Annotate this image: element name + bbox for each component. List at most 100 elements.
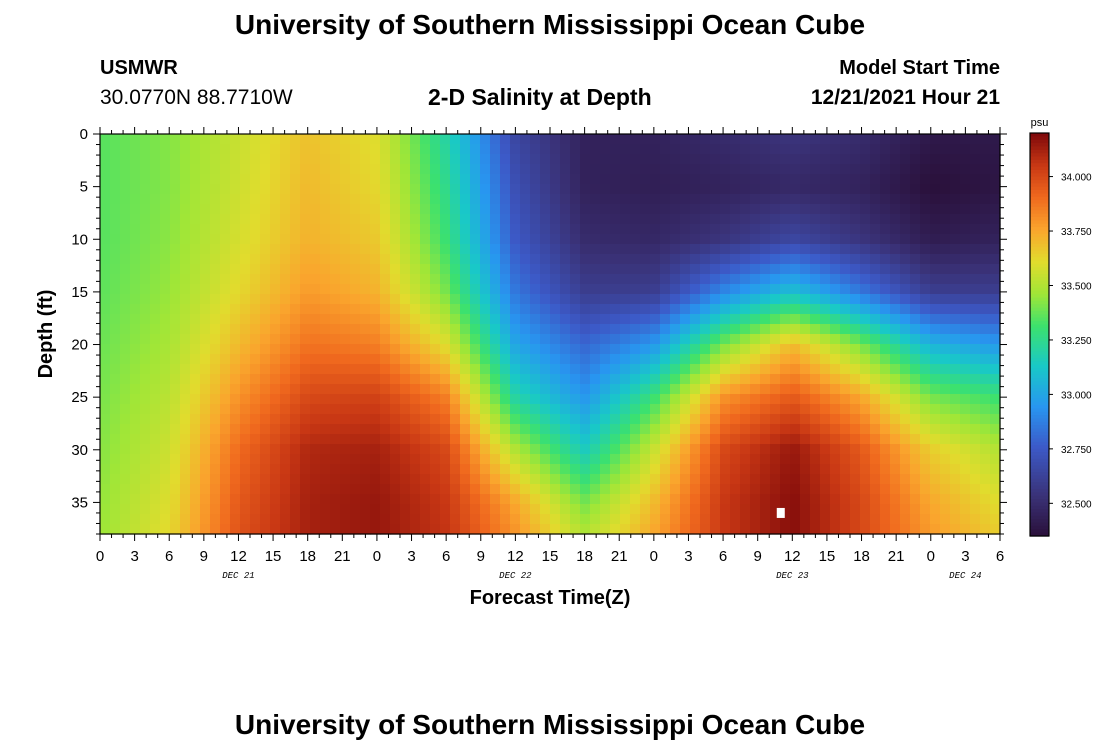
heatmap-cell [370, 444, 381, 455]
heatmap-cell [780, 154, 791, 165]
heatmap-cell [460, 244, 471, 255]
heatmap-cell [650, 394, 661, 405]
heatmap-cell [920, 484, 931, 495]
heatmap-cell [260, 164, 271, 175]
heatmap-cell [310, 184, 321, 195]
heatmap-cell [900, 224, 911, 235]
heatmap-cell [290, 144, 301, 155]
heatmap-cell [520, 134, 531, 145]
heatmap-cell [840, 154, 851, 165]
heatmap-cell [830, 354, 841, 365]
heatmap-cell [690, 274, 701, 285]
heatmap-cell [160, 344, 171, 355]
heatmap-cell [540, 374, 551, 385]
heatmap-cell [890, 344, 901, 355]
heatmap-cell [330, 474, 341, 485]
heatmap-cell [910, 514, 921, 525]
heatmap-cell [540, 284, 551, 295]
heatmap-cell [940, 214, 951, 225]
heatmap-cell [120, 254, 131, 265]
heatmap-cell [980, 154, 991, 165]
heatmap-cell [330, 444, 341, 455]
heatmap-cell [710, 384, 721, 395]
heatmap-cell [690, 324, 701, 335]
heatmap-cell [590, 494, 601, 505]
chart-title: 2-D Salinity at Depth [428, 84, 652, 110]
heatmap-cell [200, 354, 211, 365]
heatmap-cell [730, 504, 741, 515]
heatmap-cell [870, 294, 881, 305]
heatmap-cell [490, 424, 501, 435]
heatmap-cell [620, 414, 631, 425]
heatmap-cell [670, 464, 681, 475]
heatmap-cell [700, 364, 711, 375]
heatmap-cell [380, 214, 391, 225]
heatmap-cell [180, 254, 191, 265]
heatmap-cell [910, 234, 921, 245]
heatmap-cell [790, 304, 801, 315]
heatmap-cell [270, 484, 281, 495]
heatmap-cell [720, 294, 731, 305]
heatmap-cell [580, 204, 591, 215]
heatmap-cell [110, 154, 121, 165]
heatmap-cell [300, 494, 311, 505]
heatmap-cell [140, 364, 151, 375]
heatmap-cell [820, 154, 831, 165]
heatmap-cell [270, 304, 281, 315]
heatmap-cell [110, 454, 121, 465]
heatmap-cell [530, 384, 541, 395]
heatmap-cell [440, 504, 451, 515]
heatmap-cell [840, 314, 851, 325]
heatmap-cell [560, 504, 571, 515]
heatmap-cell [950, 334, 961, 345]
heatmap-cell [160, 234, 171, 245]
heatmap-cell [370, 154, 381, 165]
heatmap-cell [930, 254, 941, 265]
heatmap-cell [900, 234, 911, 245]
colorbar-segment [1030, 515, 1049, 520]
heatmap-cell [200, 514, 211, 525]
heatmap-cell [950, 324, 961, 335]
heatmap-cell [410, 274, 421, 285]
heatmap-cell [240, 444, 251, 455]
heatmap-cell [440, 204, 451, 215]
heatmap-cell [450, 454, 461, 465]
heatmap-cell [770, 284, 781, 295]
heatmap-cell [120, 314, 131, 325]
heatmap-cell [390, 144, 401, 155]
colorbar-segment [1030, 347, 1049, 352]
heatmap-cell [810, 154, 821, 165]
heatmap-cell [700, 434, 711, 445]
heatmap-cell [700, 524, 711, 535]
heatmap-cell [990, 444, 1001, 455]
heatmap-cell [300, 434, 311, 445]
heatmap-cell [870, 444, 881, 455]
heatmap-cell [280, 294, 291, 305]
heatmap-cell [840, 244, 851, 255]
heatmap-cell [310, 474, 321, 485]
heatmap-cell [180, 484, 191, 495]
heatmap-cell [810, 264, 821, 275]
heatmap-cell [590, 454, 601, 465]
heatmap-cell [950, 214, 961, 225]
heatmap-cell [880, 434, 891, 445]
heatmap-cell [590, 384, 601, 395]
heatmap-cell [190, 314, 201, 325]
heatmap-cell [360, 284, 371, 295]
heatmap-cell [770, 294, 781, 305]
colorbar-segment [1030, 421, 1049, 426]
y-tick-label: 5 [80, 179, 88, 196]
heatmap-cell [690, 354, 701, 365]
heatmap-cell [220, 474, 231, 485]
heatmap-cell [180, 414, 191, 425]
heatmap-cell [890, 394, 901, 405]
heatmap-cell [980, 374, 991, 385]
heatmap-cell [520, 374, 531, 385]
heatmap-cell [220, 414, 231, 425]
heatmap-cell [140, 454, 151, 465]
heatmap-cell [760, 334, 771, 345]
heatmap-cell [960, 394, 971, 405]
heatmap-cell [540, 494, 551, 505]
heatmap-cell [750, 494, 761, 505]
heatmap-cell [300, 314, 311, 325]
